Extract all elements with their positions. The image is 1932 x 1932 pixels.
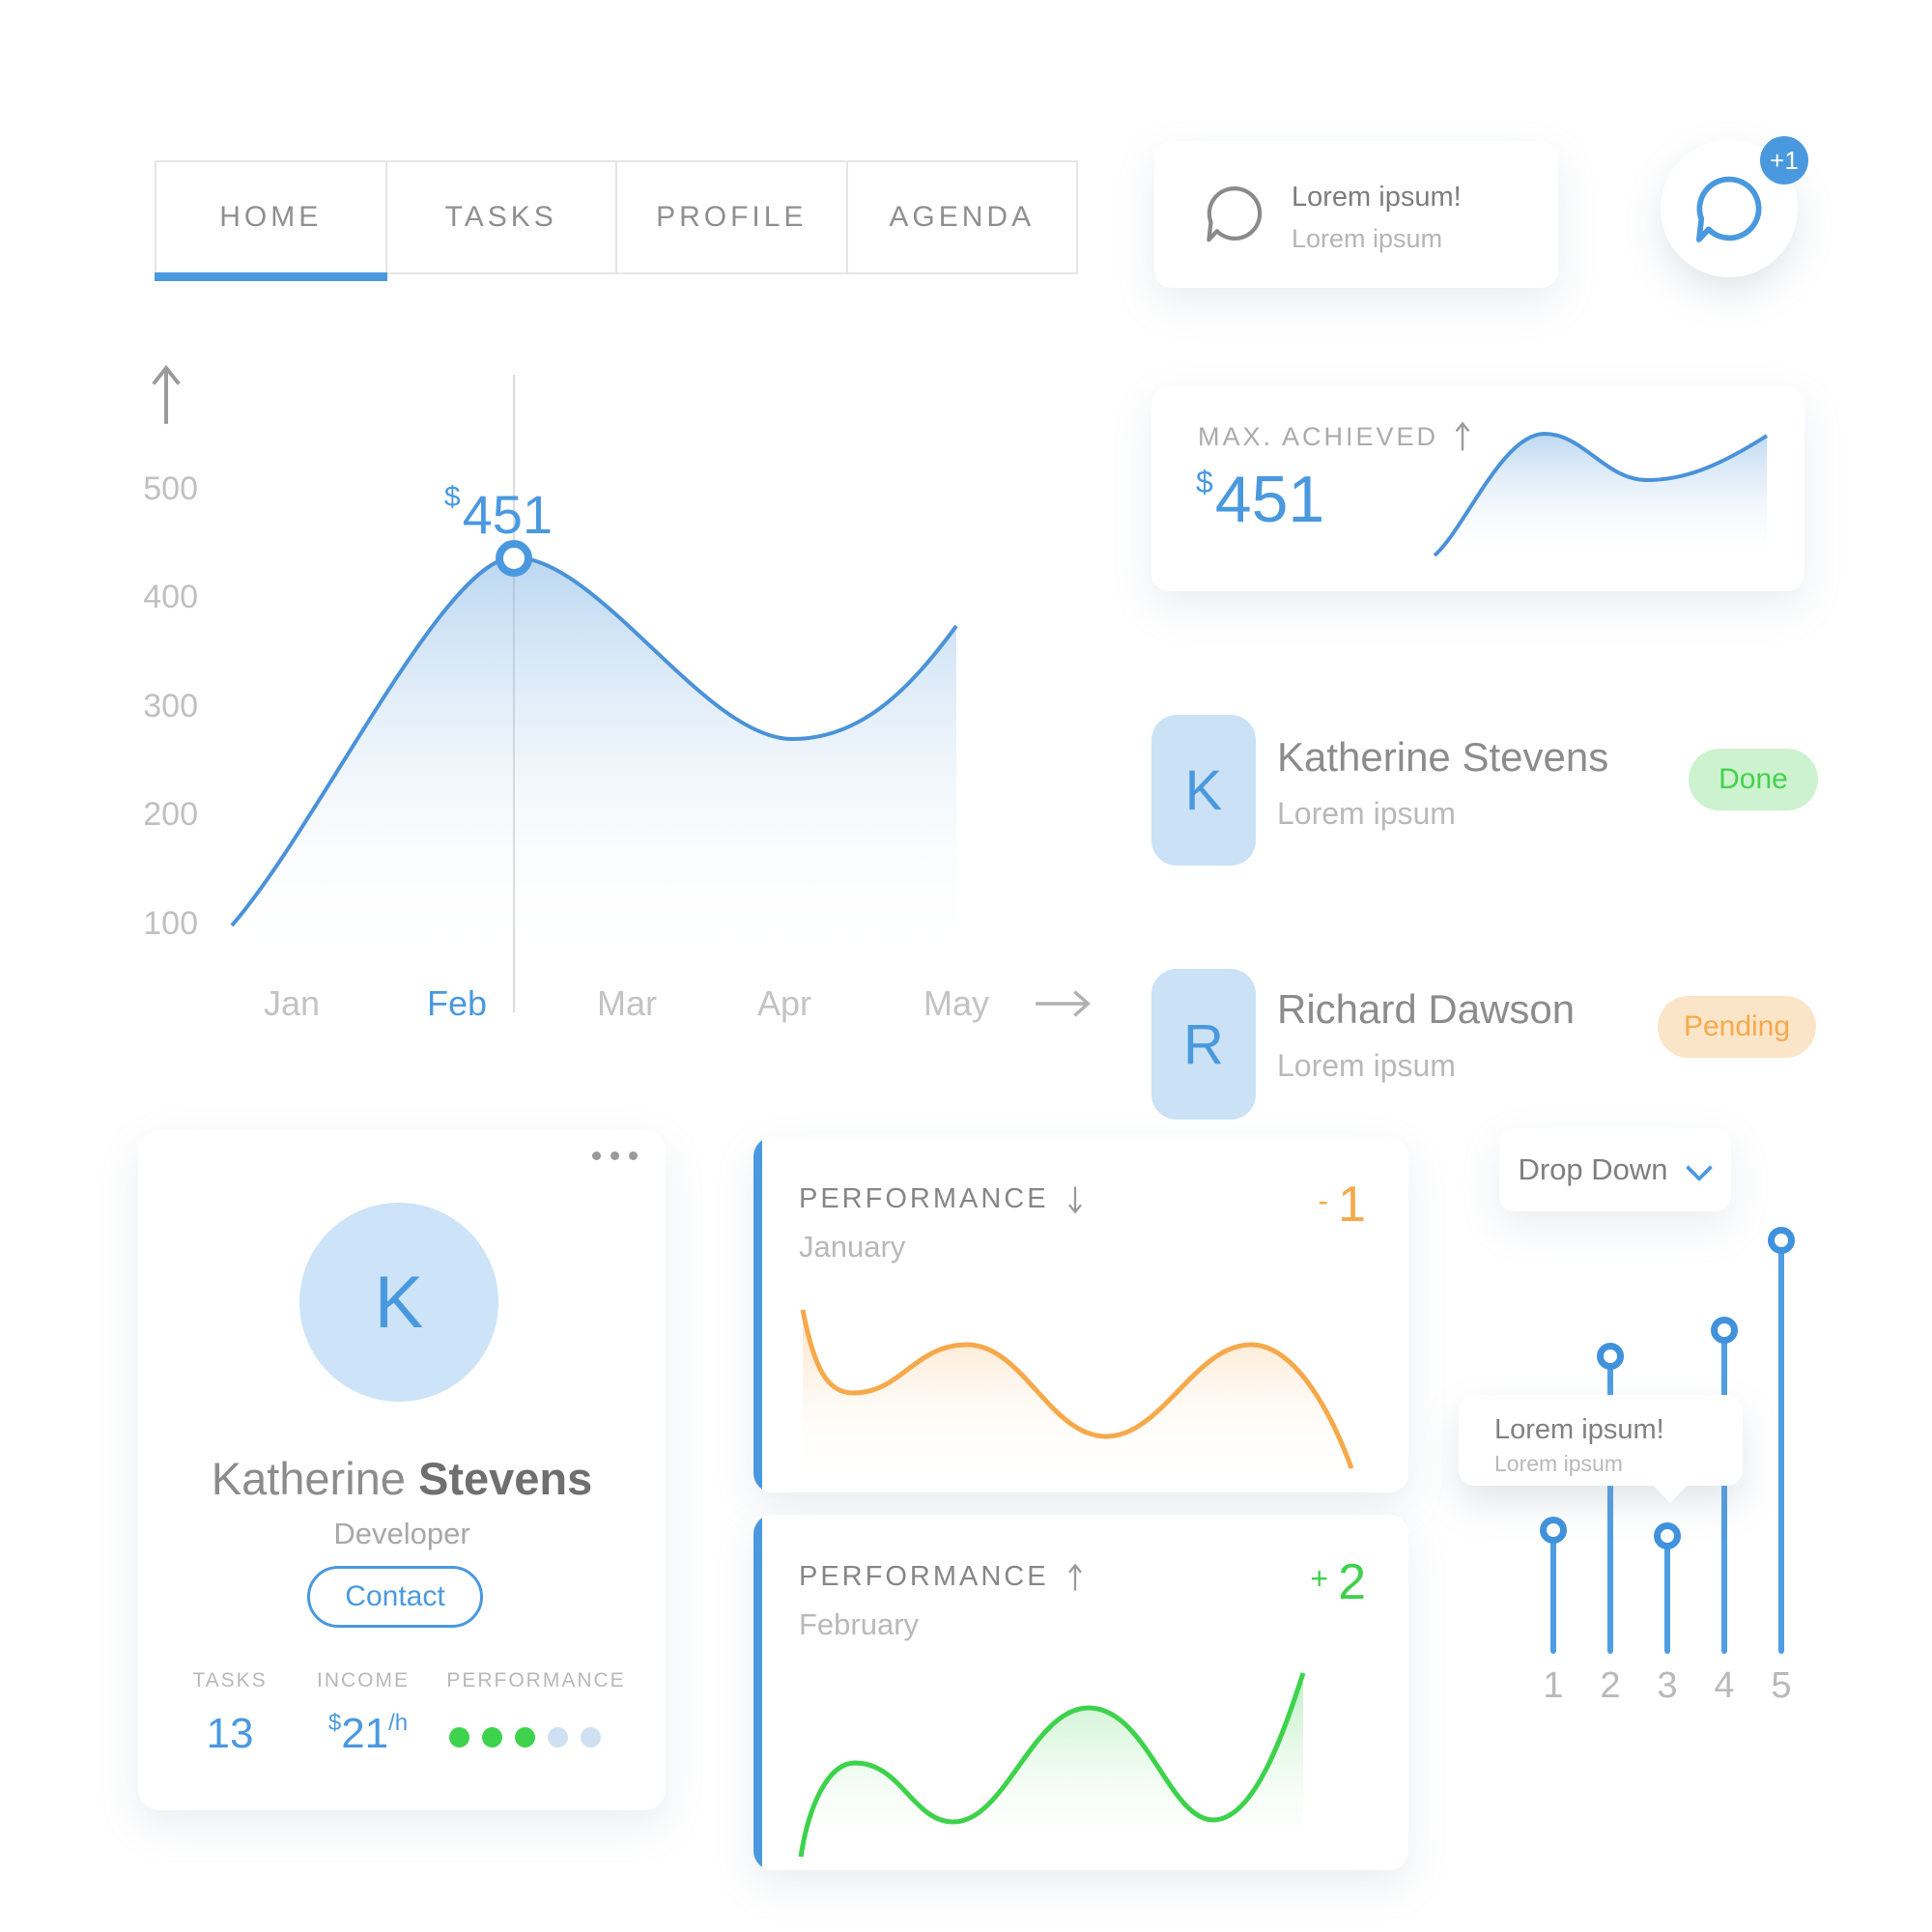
dropdown-label: Drop Down	[1518, 1152, 1668, 1186]
january-performance-chart	[800, 1309, 1354, 1476]
tab-home[interactable]: HOME	[155, 162, 386, 281]
performance-title: PERFORMANCE	[799, 1561, 1049, 1592]
max-achieved-value: $451	[1196, 463, 1325, 536]
month-mar[interactable]: Mar	[597, 983, 657, 1023]
lollipop-stem-4	[1721, 1330, 1727, 1654]
list-item[interactable]: K Katherine Stevens Lorem ipsum Done	[1151, 715, 1818, 866]
performance-change: -1	[1318, 1177, 1366, 1233]
earnings-area-chart	[230, 554, 958, 961]
tab-agenda[interactable]: AGENDA	[845, 162, 1077, 272]
performance-title: PERFORMANCE	[799, 1183, 1049, 1214]
month-jan[interactable]: Jan	[263, 983, 321, 1023]
tab-tasks[interactable]: TASKS	[384, 162, 616, 272]
status-badge: Done	[1689, 749, 1818, 810]
chart-tooltip: Lorem ipsum! Lorem ipsum	[1459, 1395, 1743, 1503]
tasks-value: 13	[206, 1710, 254, 1757]
month-apr[interactable]: Apr	[756, 983, 812, 1023]
performance-card-january: PERFORMANCE January -1	[753, 1137, 1408, 1492]
y-axis-arrow-icon	[152, 364, 181, 424]
tooltip-subtitle: Lorem ipsum	[1494, 1451, 1623, 1476]
y-tick: 500	[143, 470, 198, 507]
february-performance-chart	[798, 1672, 1306, 1861]
list-item[interactable]: R Richard Dawson Lorem ipsum Pending	[1151, 969, 1818, 1120]
dropdown-button[interactable]: Drop Down	[1499, 1128, 1731, 1211]
performance-card-february: PERFORMANCE February +2	[753, 1515, 1408, 1870]
currency-symbol: $	[443, 481, 461, 513]
currency-symbol: $	[1196, 465, 1213, 499]
trend-down-icon	[1067, 1186, 1082, 1214]
lollipop-stem-1	[1550, 1530, 1556, 1654]
lollipop-stem-5	[1778, 1240, 1784, 1654]
max-achieved-sparkline	[1433, 431, 1769, 565]
lollipop-label-5: 5	[1771, 1665, 1792, 1706]
notification-title: Lorem ipsum!	[1292, 182, 1462, 213]
lollipop-label-3: 3	[1657, 1665, 1678, 1706]
person-name: Richard Dawson	[1277, 986, 1576, 1032]
chat-bubble-icon	[1695, 176, 1762, 242]
performance-change: +2	[1310, 1554, 1366, 1610]
next-months-arrow-icon[interactable]	[1032, 987, 1094, 1020]
person-subtitle: Lorem ipsum	[1277, 1048, 1456, 1083]
profile-name: Katherine Stevens	[211, 1453, 593, 1504]
lollipop-label-2: 2	[1600, 1665, 1621, 1706]
profile-role: Developer	[333, 1517, 470, 1550]
speech-bubble-icon	[1207, 185, 1263, 242]
income-label: INCOME	[317, 1669, 410, 1691]
trend-up-icon	[1067, 1562, 1082, 1590]
lollipop-dot-2	[1597, 1343, 1624, 1370]
income-value: $21/h	[327, 1710, 409, 1757]
lollipop-stem-3	[1664, 1536, 1670, 1654]
y-tick: 200	[143, 796, 198, 833]
avatar: R	[1151, 969, 1256, 1120]
tasks-label: TASKS	[192, 1669, 268, 1691]
lollipop-dot-3	[1654, 1522, 1681, 1549]
contact-button[interactable]: Contact	[307, 1566, 483, 1628]
y-tick: 300	[143, 688, 198, 724]
lollipop-dot-4	[1711, 1317, 1738, 1344]
performance-month: February	[799, 1607, 920, 1641]
top-nav: HOME TASKS PROFILE AGENDA	[155, 160, 1078, 281]
y-tick: 100	[143, 905, 198, 942]
lollipop-label-1: 1	[1543, 1665, 1564, 1706]
tab-profile[interactable]: PROFILE	[615, 162, 846, 272]
lollipop-dot-1	[1540, 1517, 1567, 1544]
more-menu-icon[interactable]	[592, 1151, 638, 1160]
notification-card[interactable]: Lorem ipsum! Lorem ipsum	[1154, 141, 1558, 288]
person-name: Katherine Stevens	[1277, 734, 1609, 780]
max-achieved-card: MAX. ACHIEVED $451	[1151, 386, 1804, 591]
lollipop-dot-5	[1768, 1227, 1795, 1254]
peak-value-label: $451	[443, 481, 553, 545]
max-achieved-label: MAX. ACHIEVED	[1198, 421, 1439, 451]
tooltip-title: Lorem ipsum!	[1494, 1414, 1664, 1445]
status-badge: Pending	[1658, 996, 1816, 1058]
performance-label: PERFORMANCE	[446, 1669, 626, 1691]
chevron-down-icon	[1688, 1152, 1713, 1178]
profile-card: K Katherine Stevens Developer Contact TA…	[138, 1130, 666, 1810]
lollipop-label-4: 4	[1714, 1665, 1735, 1706]
notification-subtitle: Lorem ipsum	[1292, 224, 1443, 253]
data-point-marker[interactable]	[496, 540, 532, 577]
trend-up-icon	[1455, 421, 1470, 451]
profile-avatar: K	[299, 1203, 498, 1402]
lollipop-stem-2	[1607, 1356, 1613, 1654]
y-tick: 400	[143, 579, 198, 615]
avatar: K	[1151, 715, 1256, 866]
month-may[interactable]: May	[923, 983, 989, 1023]
performance-rating-dots	[449, 1727, 601, 1747]
chat-badge: +1	[1760, 136, 1808, 185]
performance-month: January	[799, 1230, 906, 1264]
person-subtitle: Lorem ipsum	[1277, 796, 1456, 831]
month-feb[interactable]: Feb	[426, 983, 488, 1023]
